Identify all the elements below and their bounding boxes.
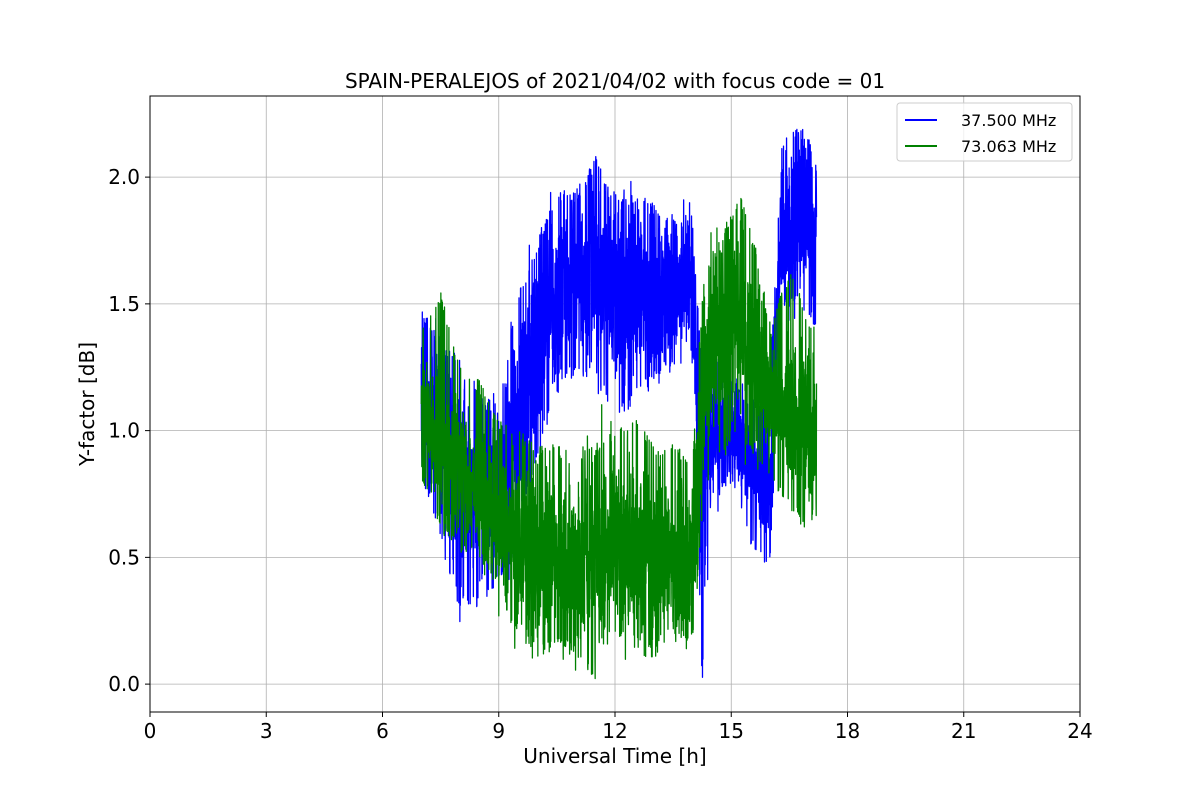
- y-tick-label: 0.5: [108, 545, 140, 569]
- y-tick-label: 0.0: [108, 672, 140, 696]
- chart-title: SPAIN-PERALEJOS of 2021/04/02 with focus…: [345, 69, 885, 93]
- x-tick-label: 21: [951, 719, 976, 743]
- x-tick-label: 0: [144, 719, 157, 743]
- legend-box: [896, 102, 1073, 162]
- legend: 37.500 MHz 73.063 MHz: [896, 102, 1073, 162]
- x-tick-label: 3: [260, 719, 273, 743]
- legend-entry-label: 73.063 MHz: [961, 137, 1056, 156]
- x-tick-label: 18: [835, 719, 860, 743]
- y-tick-label: 2.0: [108, 165, 140, 189]
- x-tick-label: 9: [492, 719, 505, 743]
- ticks: 0 3 6 9 12 15 18 21 24 0.0 0.5 1.0 1.5 2.0: [108, 165, 1093, 743]
- x-tick-label: 12: [602, 719, 627, 743]
- x-tick-label: 24: [1067, 719, 1092, 743]
- y-tick-label: 1.5: [108, 292, 140, 316]
- legend-entry-label: 37.500 MHz: [961, 111, 1056, 130]
- x-tick-label: 6: [376, 719, 389, 743]
- x-axis-label: Universal Time [h]: [523, 744, 706, 768]
- y-tick-label: 1.0: [108, 419, 140, 443]
- series-layer: [420, 128, 818, 680]
- y-axis-label: Y-factor [dB]: [75, 342, 99, 467]
- series-line-2: [420, 197, 818, 680]
- x-tick-label: 15: [719, 719, 744, 743]
